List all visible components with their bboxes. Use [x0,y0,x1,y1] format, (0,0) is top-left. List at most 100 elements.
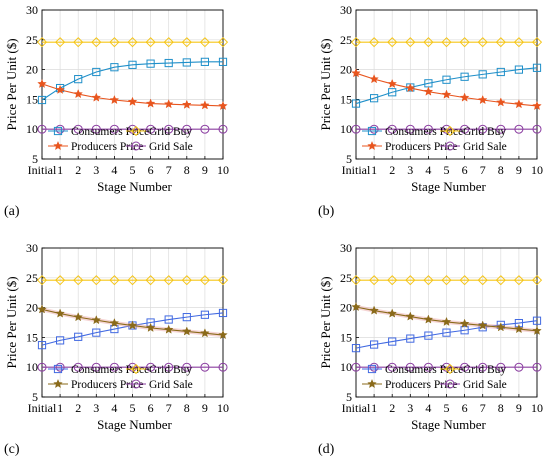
y-tick-label: 15 [26,330,38,344]
data-point [163,275,174,286]
legend-marker [444,125,456,137]
data-point [477,275,488,286]
data-point [128,362,137,372]
data-point [128,124,137,134]
data-point [387,275,398,286]
data-point [441,316,452,327]
legend: Consumers Price Grid Buy Producers Price Gr… [362,125,507,153]
data-point [74,332,83,341]
x-tick-label: 8 [498,401,504,415]
x-axis-label: Stage Number [97,417,172,432]
data-point [388,88,397,97]
data-point [442,75,451,84]
x-axis-label: Stage Number [97,179,172,194]
y-tick-label: 15 [26,92,38,106]
data-point [513,37,525,48]
data-point [199,37,211,48]
data-point [37,95,47,105]
data-point [351,344,361,353]
data-point [460,326,469,335]
x-tick-label: 10 [217,163,229,177]
data-point [370,340,379,349]
data-point [423,362,433,372]
data-point [514,362,524,372]
data-point [459,318,470,328]
legend-marker [53,140,63,151]
legend-label: Grid Sale [149,379,193,391]
legend-item: Consumers Price [362,364,463,376]
data-point [369,362,379,372]
data-point [91,362,101,372]
series-grid-sale [37,362,228,372]
legend-label: Consumers Price [71,126,149,138]
legend-item: Grid Buy [440,125,506,138]
series-grid-buy [36,37,229,48]
data-point [218,308,228,318]
data-point [127,96,138,106]
data-point [531,37,543,48]
x-tick-label: Initial [342,163,371,177]
data-point [145,98,156,108]
y-tick-label: 20 [26,63,38,77]
x-tick-label: 2 [389,163,395,177]
panel-label-c: (c) [4,442,20,457]
data-point [514,124,524,134]
x-tick-label: 1 [57,401,63,415]
legend-marker [131,379,141,389]
data-point [495,275,506,286]
legend-label: Grid Buy [149,126,192,138]
data-point [181,275,192,286]
legend: Consumers Price Grid Buy Producers Price Gr… [362,363,507,391]
y-tick-label: 5 [32,390,38,404]
y-tick-label: 25 [340,33,352,47]
y-tick-label: 20 [26,301,38,315]
data-point [477,37,488,48]
data-point [127,320,138,330]
legend-item: Producers Price [362,140,458,153]
data-point [387,308,398,318]
data-point [387,78,398,89]
data-point [110,324,119,334]
data-point [369,305,379,315]
x-tick-label: 6 [462,163,468,177]
data-point [109,362,119,372]
data-point [368,37,380,48]
data-point [181,37,192,48]
series-grid-sale [351,124,542,134]
data-point [218,100,228,111]
y-axis-label: Price Per Unit ($) [318,38,333,130]
data-point [127,275,138,286]
data-point [218,329,228,340]
data-point [387,37,398,48]
data-point [405,275,416,286]
legend-item: Producers Price [48,378,144,391]
data-point [459,275,470,286]
data-point [146,59,155,68]
data-point [218,57,228,66]
data-point [109,94,120,105]
legend-label: Grid Buy [149,364,192,376]
data-point [218,362,228,372]
data-point [370,94,379,103]
y-tick-label: 30 [340,3,352,17]
legend-item: Grid Sale [126,141,193,153]
legend-label: Producers Price [71,141,144,153]
x-tick-label: 1 [371,401,377,415]
series-producers-price [351,68,542,111]
data-point [200,328,210,338]
data-point [496,362,506,372]
data-point [91,124,101,134]
legend-item: Grid Sale [126,379,193,391]
y-tick-label: 5 [32,152,38,166]
data-point [145,322,156,332]
legend-label: Grid Buy [463,364,506,376]
data-point [199,275,211,286]
legend-item: Consumers Price [362,126,463,138]
x-tick-label: 5 [444,401,450,415]
data-point [145,37,156,48]
legend-label: Consumers Price [71,364,149,376]
data-point [164,362,174,372]
